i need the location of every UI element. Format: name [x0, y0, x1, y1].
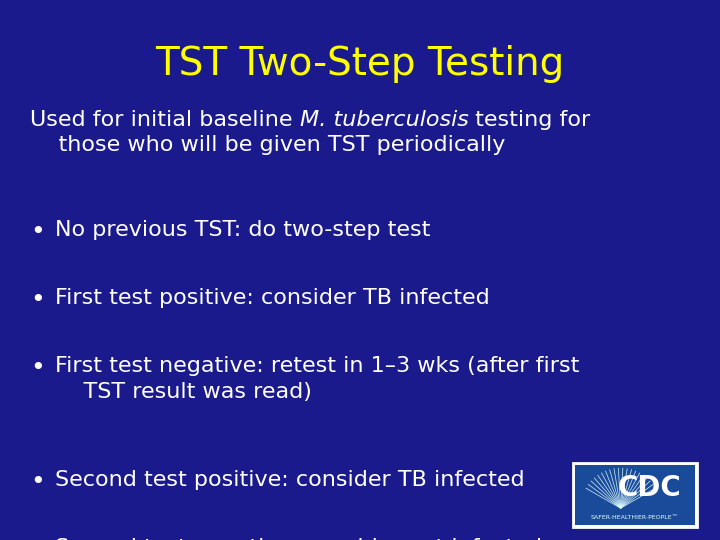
- Text: those who will be given TST periodically: those who will be given TST periodically: [30, 135, 505, 155]
- Text: •: •: [30, 356, 45, 380]
- Text: CDC: CDC: [618, 474, 681, 502]
- Text: •: •: [30, 288, 45, 312]
- Text: Second test negative: consider not infected: Second test negative: consider not infec…: [55, 538, 542, 540]
- Text: No previous TST: do two-step test: No previous TST: do two-step test: [55, 220, 431, 240]
- Text: testing for: testing for: [469, 110, 590, 130]
- Text: Used for initial baseline: Used for initial baseline: [30, 110, 300, 130]
- Text: M. tuberculosis: M. tuberculosis: [300, 110, 469, 130]
- Text: First test negative: retest in 1–3 wks (after first
    TST result was read): First test negative: retest in 1–3 wks (…: [55, 356, 580, 402]
- FancyBboxPatch shape: [575, 465, 695, 525]
- Text: •: •: [30, 220, 45, 244]
- Text: •: •: [30, 470, 45, 494]
- Text: Second test positive: consider TB infected: Second test positive: consider TB infect…: [55, 470, 525, 490]
- Text: TST Two-Step Testing: TST Two-Step Testing: [156, 45, 564, 83]
- Text: SAFER·HEALTHIER·PEOPLE™: SAFER·HEALTHIER·PEOPLE™: [591, 515, 679, 521]
- Text: •: •: [30, 538, 45, 540]
- Text: First test positive: consider TB infected: First test positive: consider TB infecte…: [55, 288, 490, 308]
- FancyBboxPatch shape: [573, 463, 697, 527]
